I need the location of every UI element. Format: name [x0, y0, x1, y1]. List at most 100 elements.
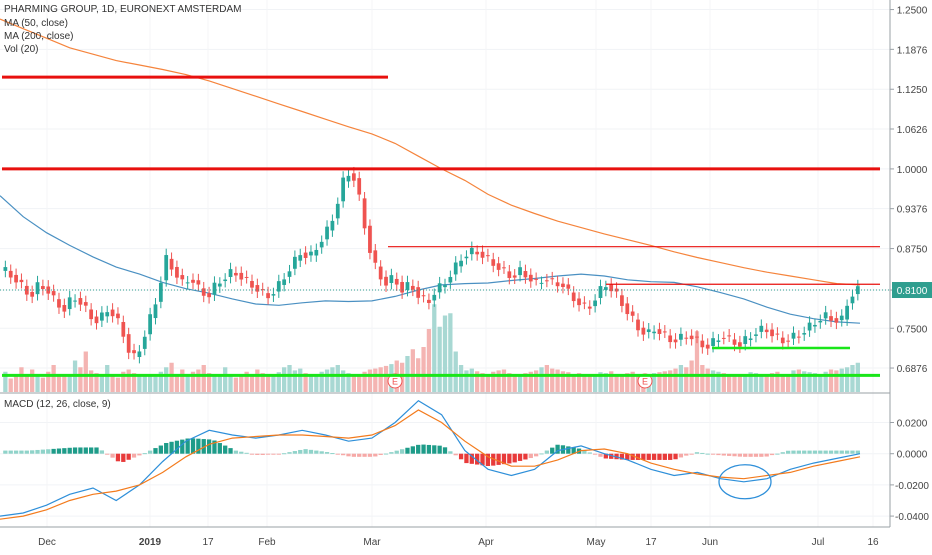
volume-bar	[614, 374, 619, 392]
volume-bar	[743, 374, 748, 392]
macd-histogram-bar	[630, 453, 635, 460]
candle-body	[587, 306, 592, 309]
volume-bar	[30, 369, 35, 392]
candle-body	[78, 298, 83, 305]
macd-histogram-bar	[721, 453, 726, 456]
volume-bar	[582, 374, 587, 392]
candle-body	[201, 288, 206, 296]
volume-bar	[367, 369, 373, 392]
candle-body	[137, 351, 142, 358]
candle-body	[191, 279, 195, 283]
candle-body	[732, 339, 737, 345]
symbol-title[interactable]: PHARMING GROUP, 1D, EURONEXT AMSTERDAM	[4, 4, 242, 15]
candle-body	[539, 282, 544, 284]
candle-body	[207, 293, 211, 298]
volume-bar	[142, 374, 147, 392]
volume-legend[interactable]: Vol (20)	[4, 44, 39, 55]
macd-histogram-bar	[405, 447, 410, 454]
volume-bar	[566, 372, 571, 392]
ma200-legend[interactable]: MA (200, close)	[4, 31, 74, 42]
macd-histogram-bar	[169, 441, 174, 454]
volume-bar	[110, 376, 115, 392]
candle-body	[142, 336, 147, 349]
volume-bar	[174, 374, 180, 392]
macd-histogram-bar	[137, 453, 142, 456]
volume-bar	[560, 371, 566, 392]
candle-body	[598, 286, 603, 298]
macd-histogram-bar	[689, 453, 694, 455]
macd-histogram-bar	[164, 442, 169, 454]
candle-body	[764, 329, 769, 333]
macd-histogram-bar	[351, 453, 356, 457]
candle-body	[244, 276, 249, 278]
volume-bar	[625, 373, 630, 392]
macd-histogram-bar	[582, 450, 587, 454]
volume-bar	[475, 371, 480, 392]
volume-bar	[13, 376, 19, 392]
ma50-legend[interactable]: MA (50, close)	[4, 18, 68, 29]
macd-histogram-bar	[480, 453, 485, 466]
volume-bar	[99, 374, 105, 392]
volume-bar	[164, 367, 169, 392]
macd-histogram-bar	[89, 447, 94, 454]
last-price-tag	[892, 282, 932, 299]
macd-histogram-bar	[598, 453, 603, 457]
candle-body	[636, 319, 640, 331]
candle-body	[534, 278, 539, 280]
candle-body	[255, 285, 260, 292]
candle-body	[282, 279, 287, 285]
candle-body	[550, 278, 555, 280]
candle-body	[566, 284, 571, 289]
macd-histogram-bar	[448, 451, 453, 454]
macd-histogram-bar	[260, 453, 265, 455]
volume-bar	[223, 367, 228, 392]
candle-body	[770, 329, 774, 337]
volume-bar	[78, 367, 83, 392]
volume-bar	[727, 374, 732, 392]
macd-histogram-bar	[8, 450, 13, 454]
macd-histogram-bar	[174, 440, 180, 454]
macd-histogram-bar	[3, 450, 8, 454]
volume-bar	[276, 372, 281, 392]
macd-histogram-bar	[94, 447, 99, 454]
macd-histogram-bar	[812, 450, 818, 454]
candle-body	[855, 286, 860, 295]
volume-bar	[592, 374, 598, 392]
volume-bar	[426, 329, 432, 392]
volume-bar	[121, 371, 126, 392]
candle-body	[175, 266, 179, 278]
volume-bar	[759, 374, 764, 392]
macd-histogram-bar	[298, 449, 303, 454]
volume-bar	[94, 373, 99, 392]
volume-bar	[19, 367, 24, 392]
candle-body	[496, 263, 501, 270]
macd-histogram-bar	[651, 453, 657, 460]
macd-histogram-bar	[228, 448, 233, 454]
macd-histogram-bar	[512, 453, 517, 463]
volume-bar	[523, 373, 528, 392]
macd-histogram-bar	[416, 444, 421, 454]
volume-bar	[421, 347, 426, 392]
candle-body	[169, 258, 174, 270]
candle-body	[743, 336, 748, 345]
macd-histogram-bar	[346, 453, 351, 457]
macd-histogram-bar	[24, 450, 29, 454]
candle-body	[850, 296, 855, 304]
macd-histogram-bar	[121, 453, 126, 462]
candle-body	[668, 335, 673, 343]
volume-bar	[539, 367, 544, 392]
macd-histogram-bar	[785, 450, 791, 454]
macd-legend[interactable]: MACD (12, 26, close, 9)	[4, 399, 111, 410]
volume-bar	[496, 370, 501, 392]
volume-bar	[153, 376, 158, 392]
time-tick-label: May	[587, 537, 606, 548]
macd-histogram-bar	[775, 453, 780, 455]
macd-histogram-bar	[748, 453, 753, 457]
time-tick-label: 16	[867, 537, 879, 548]
candle-body	[346, 175, 351, 182]
volume-bar	[458, 365, 464, 392]
volume-bar	[239, 374, 244, 392]
candle-body	[786, 340, 791, 342]
